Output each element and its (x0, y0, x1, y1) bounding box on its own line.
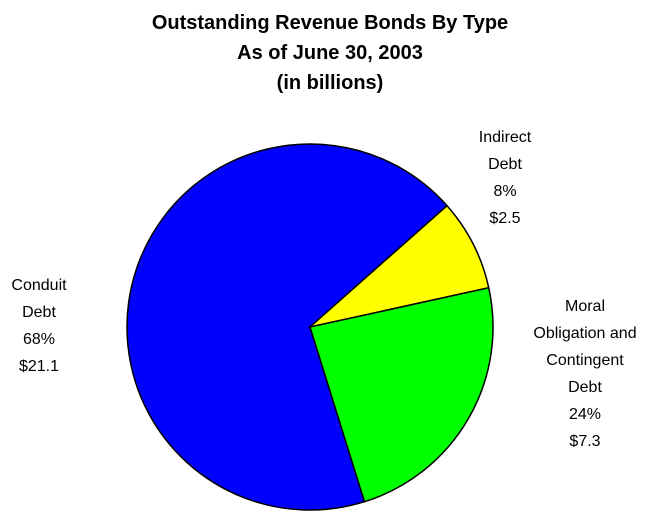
label-conduit-name-1: Conduit (11, 277, 67, 294)
label-indirect-debt: Indirect Debt 8% $2.5 (470, 124, 540, 232)
chart-title-line-1: Outstanding Revenue Bonds By Type (151, 12, 509, 34)
label-indirect-name-2: Debt (488, 156, 522, 173)
label-moral-name-4: Debt (568, 379, 602, 396)
label-conduit-value: $21.1 (18, 358, 60, 375)
label-conduit-name-2: Debt (22, 304, 56, 321)
label-indirect-percent: 8% (493, 183, 517, 200)
label-moral-value: $7.3 (569, 433, 601, 450)
label-moral-obligation-contingent-debt: Moral Obligation and Contingent Debt 24%… (510, 293, 660, 455)
label-conduit-percent: 68% (22, 331, 56, 348)
label-conduit-debt: Conduit Debt 68% $21.1 (4, 272, 74, 380)
slice-conduit-debt (126, 143, 449, 511)
slice-indirect-debt (307, 204, 490, 329)
label-moral-percent: 24% (568, 406, 602, 423)
label-indirect-name-1: Indirect (478, 129, 532, 146)
chart-title-line-3: (in billions) (276, 72, 384, 94)
label-moral-name-3: Contingent (546, 352, 624, 369)
slice-moral-obligation-contingent-debt (309, 286, 494, 503)
chart-title-line-2: As of June 30, 2003 (237, 42, 423, 64)
label-moral-name-1: Moral (564, 298, 605, 315)
label-moral-name-2: Obligation and (533, 325, 637, 342)
label-indirect-value: $2.5 (489, 210, 521, 227)
chart-title: Outstanding Revenue Bonds By Type As of … (0, 8, 660, 98)
